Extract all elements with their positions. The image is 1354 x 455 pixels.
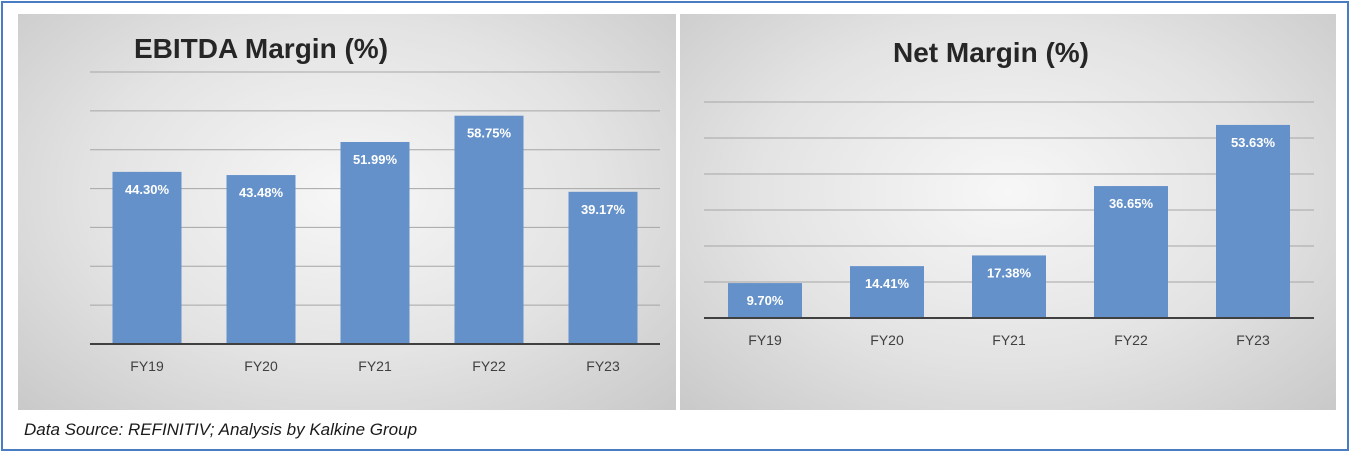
- bar-fy22: [1094, 186, 1168, 318]
- x-tick-label: FY19: [130, 358, 164, 374]
- data-label: 39.17%: [581, 202, 626, 217]
- bar-fy19: [112, 171, 182, 344]
- bar-fy23: [568, 191, 638, 344]
- bar-fy21: [340, 141, 410, 344]
- data-label: 53.63%: [1231, 135, 1276, 150]
- bar-fy23: [1216, 124, 1290, 318]
- data-label: 14.41%: [865, 276, 910, 291]
- data-label: 9.70%: [747, 293, 784, 308]
- data-label: 17.38%: [987, 265, 1032, 280]
- chart-title: EBITDA Margin (%): [134, 33, 388, 64]
- x-tick-label: FY22: [1114, 332, 1148, 348]
- net-margin-chart-svg: Net Margin (%) 9.70% FY19 14.41% FY20 17.38%…: [704, 37, 1314, 348]
- x-tick-label: FY23: [1236, 332, 1270, 348]
- data-source-note: Data Source: REFINITIV; Analysis by Kalk…: [24, 420, 418, 439]
- x-tick-label: FY21: [992, 332, 1026, 348]
- bar-fy22: [454, 115, 524, 344]
- data-label: 43.48%: [239, 185, 284, 200]
- ebitda-margin-chart: EBITDA Margin (%) 44.30% FY19 43.48% FY20 51…: [18, 14, 676, 410]
- data-label: 36.65%: [1109, 196, 1154, 211]
- x-tick-label: FY20: [244, 358, 278, 374]
- data-label: 58.75%: [467, 126, 512, 141]
- x-tick-label: FY19: [748, 332, 782, 348]
- bar-fy20: [226, 175, 296, 344]
- bar-fy21: [972, 255, 1046, 318]
- bar-fy19: [728, 283, 802, 318]
- data-label: 44.30%: [125, 182, 170, 197]
- net-margin-chart: Net Margin (%) 9.70% FY19 14.41% FY20 17.38%…: [680, 14, 1336, 410]
- x-tick-label: FY21: [358, 358, 392, 374]
- bar-fy20: [850, 266, 924, 318]
- ebitda-chart-svg: EBITDA Margin (%) 44.30% FY19 43.48% FY20 51…: [90, 33, 660, 374]
- chart-title: Net Margin (%): [893, 37, 1089, 68]
- x-tick-label: FY20: [870, 332, 904, 348]
- x-tick-label: FY23: [586, 358, 620, 374]
- x-tick-label: FY22: [472, 358, 506, 374]
- data-label: 51.99%: [353, 152, 398, 167]
